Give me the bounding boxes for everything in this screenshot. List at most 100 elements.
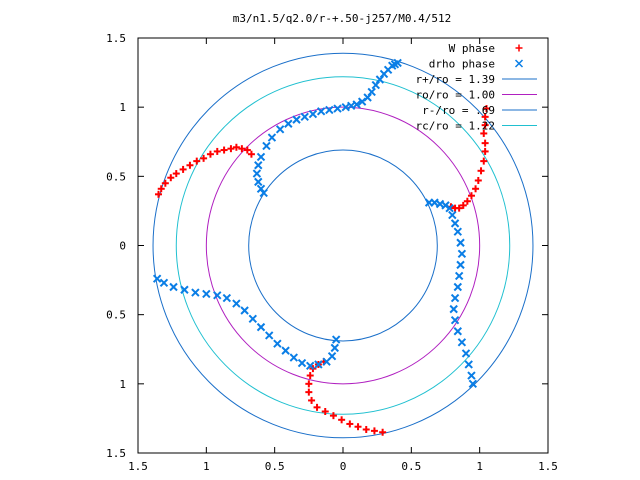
series-1-point-16 <box>308 109 318 119</box>
x-tick-label-3: 0 <box>340 460 347 473</box>
series-1-point-57 <box>297 358 307 368</box>
series-0-point-40 <box>321 408 329 415</box>
series-1-point-55 <box>314 360 323 369</box>
chart-title: m3/n1.5/q2.0/r-+.50-j257/M0.4/512 <box>233 12 452 25</box>
series-1-point-12 <box>341 102 350 112</box>
series-0-point-31 <box>451 204 459 212</box>
legend-swatch-0 <box>515 44 523 52</box>
series-1-point-21 <box>267 133 277 142</box>
series-0-point-17 <box>483 105 490 113</box>
series-0-point-24 <box>477 167 485 175</box>
series-0-point-27 <box>467 192 475 200</box>
series-1-point-61 <box>264 331 274 340</box>
y-tick-label-1: 1 <box>119 378 126 391</box>
legend: W phase drho phase r+/ro = 1.39 ro/ro = 1.0… <box>416 42 537 133</box>
legend-label-1: drho phase <box>429 58 495 71</box>
series-0-point-45 <box>306 372 314 380</box>
legend-label-2: r+/ro = 1.39 <box>416 73 495 86</box>
series-1-point-46 <box>457 338 467 347</box>
series-1-point-27 <box>256 184 266 193</box>
series-0-point-19 <box>481 121 489 129</box>
series-1-point-72 <box>159 278 169 288</box>
axis-ticks: 1.5 1 0.5 0 0.5 1 1.51.510.500.511.5 <box>106 32 558 473</box>
series-0-point-26 <box>472 185 480 193</box>
series-0-point-29 <box>459 201 467 209</box>
circle-series-4 <box>248 149 438 342</box>
circle-series-3 <box>205 106 481 385</box>
series-0-point-23 <box>480 157 488 165</box>
series-1-point-60 <box>273 339 282 348</box>
series-1-point-45 <box>453 327 463 336</box>
x-tick-label-0: 1.5 <box>128 460 148 473</box>
series-1-point-62 <box>256 322 266 332</box>
series-1-point-63 <box>248 314 258 324</box>
series-1-point-66 <box>222 293 232 303</box>
series-0-point-10 <box>213 147 221 155</box>
series-1-point-48 <box>464 360 473 369</box>
series-1-point-71 <box>169 282 178 292</box>
series-1-point-38 <box>457 249 467 259</box>
series-1-point-39 <box>456 260 465 270</box>
circle-series-2 <box>152 52 534 439</box>
series-1-point-47 <box>461 349 471 358</box>
series-0-point-33 <box>379 428 387 436</box>
series-0-point-2 <box>161 179 169 187</box>
series-1-point-25 <box>252 169 262 178</box>
series-1-point-6 <box>371 80 381 90</box>
series-1-point-19 <box>284 119 293 128</box>
series-0-point-14 <box>238 145 246 153</box>
series-0-point-15 <box>243 146 251 154</box>
series-0-point-4 <box>172 170 180 178</box>
series-0-point-1 <box>157 185 165 193</box>
series-0-point-36 <box>354 423 362 431</box>
series-1-point-73 <box>152 274 162 283</box>
series-1-point-52 <box>330 343 340 353</box>
series-1-point-64 <box>240 306 249 315</box>
series-1-point-36 <box>453 227 463 236</box>
y-tick-label-5: 1 <box>119 101 126 114</box>
series-0-point-6 <box>186 161 194 169</box>
series-0-point-9 <box>206 150 214 158</box>
series-0-point-18 <box>481 113 489 121</box>
series-1-point-7 <box>367 87 376 97</box>
series-0-point-20 <box>480 129 488 137</box>
series-0-point-25 <box>474 176 482 184</box>
series-1-point-68 <box>202 289 211 299</box>
series-1-point-26 <box>254 177 263 187</box>
series-1-point-42 <box>450 293 460 303</box>
series-1-point-15 <box>316 107 326 116</box>
series-0-point-11 <box>220 146 228 154</box>
series-0-point-42 <box>308 396 316 404</box>
y-tick-label-3: 0 <box>119 240 126 253</box>
series-0-point-43 <box>305 388 313 396</box>
series-0-point-34 <box>370 427 378 435</box>
series-0-point-12 <box>227 145 235 153</box>
x-tick-label-4: 0.5 <box>401 460 421 473</box>
y-tick-label-0: 1.5 <box>106 447 126 460</box>
series-1-point-22 <box>262 141 271 151</box>
x-tick-label-2: 0.5 <box>265 460 285 473</box>
series-1-point-13 <box>333 104 342 113</box>
series-1-point-69 <box>191 288 200 297</box>
series-1-point-70 <box>180 285 189 294</box>
series-0-point-37 <box>346 420 354 428</box>
series-1-point-18 <box>292 115 301 124</box>
legend-swatch-1 <box>514 59 524 68</box>
series-1-point-34 <box>448 210 457 220</box>
series-1-point-37 <box>456 238 465 247</box>
series-0-point-0 <box>155 190 162 198</box>
series-1-point-41 <box>453 282 463 292</box>
series-0-point-7 <box>193 157 201 165</box>
series-1-point-33 <box>445 203 454 213</box>
series-0-point-38 <box>338 416 346 424</box>
series-1-point-5 <box>375 75 385 84</box>
series-0-point-16 <box>247 150 255 158</box>
series-0-point-22 <box>481 147 489 155</box>
legend-label-0: W phase <box>449 42 495 55</box>
circle-series-5 <box>175 76 511 415</box>
series-0-point-3 <box>167 174 175 182</box>
y-tick-label-6: 1.5 <box>106 32 126 45</box>
series-0-point-41 <box>313 403 321 411</box>
series-1-point-20 <box>275 125 285 134</box>
